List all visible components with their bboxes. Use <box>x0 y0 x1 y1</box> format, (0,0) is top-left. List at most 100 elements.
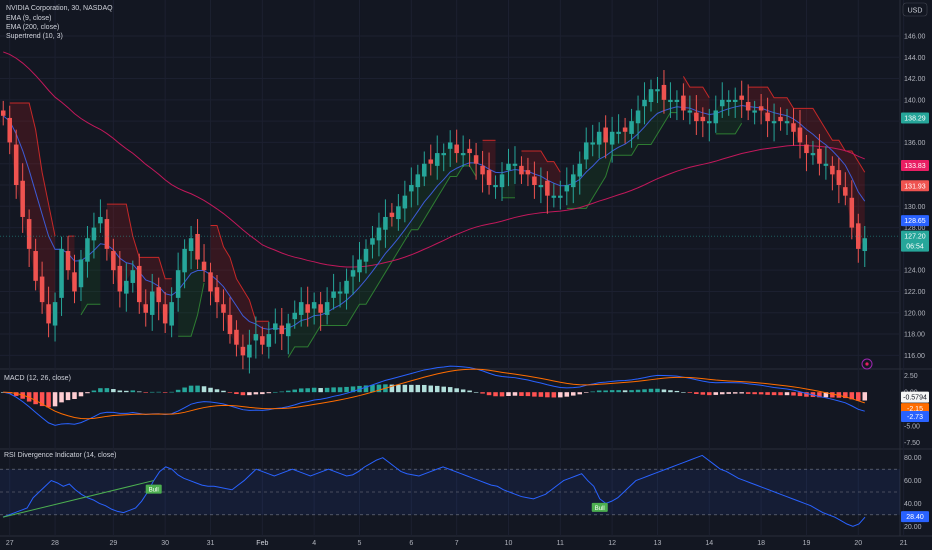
price-tick-label: 124.00 <box>904 268 926 275</box>
label-rsi-bg <box>901 511 929 523</box>
rsi-tick-label: 80.00 <box>904 455 922 462</box>
macd-histogram-bar <box>279 391 285 393</box>
candle-body <box>331 291 336 298</box>
ema9-line <box>2 105 866 330</box>
macd-histogram-bar <box>273 391 278 393</box>
rsi-tick-label: 60.00 <box>904 478 922 485</box>
candle-body <box>765 112 770 122</box>
rsi-title[interactable]: RSI Divergence Indicator (14, close) <box>4 452 116 459</box>
macd-histogram-bar <box>298 388 304 393</box>
macd-histogram-bar <box>318 388 323 393</box>
time-tick-label: 4 <box>312 540 316 547</box>
macd-histogram-bar <box>797 392 803 397</box>
candle-body <box>318 304 323 313</box>
legend-ema200[interactable]: EMA (200, close) <box>6 24 59 31</box>
supertrend-line <box>521 150 561 173</box>
label-ema200: 133.83 <box>904 163 926 170</box>
macd-histogram-bar <box>583 392 589 393</box>
macd-histogram-bar <box>681 392 686 393</box>
macd-histogram-bar <box>577 392 583 395</box>
macd-histogram-bar <box>311 387 317 393</box>
supertrend-fill <box>748 87 865 249</box>
candle-body <box>65 251 71 271</box>
macd-histogram-bar <box>59 392 64 403</box>
candle-body <box>752 110 757 113</box>
rsi-pane: Bull Bull <box>0 454 900 527</box>
label-high: 138.29 <box>904 116 926 123</box>
candle-body <box>344 280 349 294</box>
macd-histogram-bar <box>454 388 459 393</box>
macd-histogram-bar <box>687 392 693 393</box>
candle-body <box>447 142 453 149</box>
macd-histogram-bar <box>389 384 395 393</box>
candle-body <box>279 325 285 335</box>
time-tick-label: 21 <box>900 540 908 547</box>
candle-body <box>441 153 446 156</box>
candle-body <box>771 121 777 124</box>
macd-histogram-bar <box>849 392 855 400</box>
macd-histogram-bar <box>512 392 518 396</box>
macd-histogram-bar <box>447 387 453 393</box>
macd-histogram-bar <box>33 392 38 405</box>
label-high-bg <box>901 112 929 124</box>
macd-tick-label: -7.50 <box>904 440 920 447</box>
candle-body <box>512 163 518 166</box>
label-last-price-bg <box>901 230 929 242</box>
macd-histogram-bar <box>551 392 557 398</box>
currency-badge[interactable]: USD <box>902 2 928 17</box>
macd-histogram-bar <box>668 390 673 393</box>
macd-histogram-bar <box>337 387 343 393</box>
macd-histogram-bar <box>182 387 187 393</box>
legend-supertrend[interactable]: Supertrend (10, 3) <box>6 33 63 40</box>
time-tick-label: 31 <box>207 540 215 547</box>
macd-histogram-bar <box>402 384 408 393</box>
macd-histogram-bar <box>266 392 272 394</box>
candle-body <box>137 265 142 303</box>
candle-body <box>797 127 803 143</box>
macd-histogram-bar <box>473 391 479 393</box>
candle-body <box>467 148 472 154</box>
macd-histogram-bar <box>558 392 563 398</box>
macd-histogram-bar <box>493 392 498 397</box>
candle-body <box>298 302 304 315</box>
macd-histogram-bar <box>46 392 51 408</box>
candle-body <box>810 153 816 156</box>
rsi-tick-label: 40.00 <box>904 501 922 508</box>
price-candles <box>0 70 900 374</box>
time-tick-label: 19 <box>803 540 811 547</box>
macd-histogram-bar <box>771 392 777 396</box>
macd-tick-label: 2.50 <box>904 373 918 380</box>
candle-body <box>247 344 252 358</box>
macd-histogram-bar <box>175 389 181 393</box>
macd-histogram-bar <box>745 392 751 394</box>
macd-histogram-bar <box>117 390 123 393</box>
candle-body <box>357 259 362 273</box>
macd-tick-label: -5.00 <box>904 423 920 430</box>
chart-title: NVIDIA Corporation, 30, NASDAQ <box>6 5 113 12</box>
candle-body <box>836 170 842 186</box>
supertrend-line <box>80 303 101 316</box>
macd-histogram-bar <box>480 392 485 394</box>
candle-body <box>564 185 570 192</box>
legend-ema9[interactable]: EMA (9, close) <box>6 15 52 22</box>
candle-body <box>473 155 479 164</box>
macd-title[interactable]: MACD (12, 26, close) <box>4 375 71 382</box>
candle-body <box>551 195 557 198</box>
macd-histogram-bar <box>707 392 712 396</box>
macd-histogram-bar <box>460 389 466 393</box>
candle-body <box>305 304 310 313</box>
macd-histogram-bar <box>694 392 699 394</box>
candle-body <box>726 99 731 102</box>
bull-label: Bull <box>149 488 159 494</box>
macd-histogram-bar <box>862 392 868 401</box>
macd-histogram-bar <box>616 390 621 393</box>
candle-body <box>292 312 297 320</box>
bull-label-bg <box>145 484 162 494</box>
time-tick-label: 18 <box>757 540 765 547</box>
candle-body <box>0 110 6 116</box>
time-tick-label: 5 <box>358 540 362 547</box>
candle-body <box>363 248 369 262</box>
candle-body <box>668 99 673 102</box>
candle-body <box>85 238 90 262</box>
